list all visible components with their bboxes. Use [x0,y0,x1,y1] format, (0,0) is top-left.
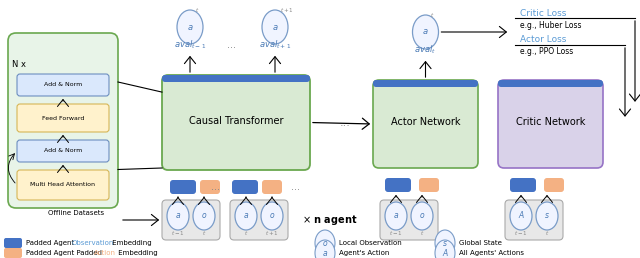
Text: All Agents' Actions: All Agents' Actions [459,250,524,256]
Text: Actor Loss: Actor Loss [520,36,566,44]
Text: Embedding: Embedding [116,250,157,256]
Text: Add & Norm: Add & Norm [44,83,82,87]
Ellipse shape [413,15,438,49]
FancyBboxPatch shape [373,80,478,87]
Text: s: s [545,212,549,221]
FancyBboxPatch shape [17,104,109,132]
Text: s: s [443,238,447,247]
FancyBboxPatch shape [373,80,478,168]
Ellipse shape [262,10,288,44]
FancyBboxPatch shape [4,248,22,258]
FancyBboxPatch shape [8,33,118,208]
Text: Padded Agent: Padded Agent [26,240,77,246]
Text: $\times$ n agent: $\times$ n agent [302,213,358,227]
Text: a: a [176,212,180,221]
Text: Add & Norm: Add & Norm [44,149,82,154]
FancyBboxPatch shape [232,180,258,194]
FancyBboxPatch shape [17,170,109,200]
FancyBboxPatch shape [380,200,438,240]
Text: $aval_{t+1}$: $aval_{t+1}$ [259,39,291,51]
FancyBboxPatch shape [419,178,439,192]
FancyBboxPatch shape [17,140,109,162]
FancyBboxPatch shape [505,200,563,240]
Ellipse shape [235,202,257,230]
FancyBboxPatch shape [162,75,310,170]
Text: A: A [518,212,524,221]
Text: a: a [423,28,428,36]
Text: Critic Network: Critic Network [516,117,585,127]
FancyBboxPatch shape [4,238,22,248]
Ellipse shape [411,202,433,230]
Ellipse shape [536,202,558,230]
Text: o: o [323,238,327,247]
Ellipse shape [177,10,203,44]
Text: ...: ... [211,182,221,192]
Text: a: a [188,22,193,31]
Text: o: o [202,212,206,221]
FancyBboxPatch shape [230,200,288,240]
Text: o: o [269,212,275,221]
Ellipse shape [261,202,283,230]
Text: a: a [244,212,248,221]
Text: $t-1$: $t-1$ [171,229,185,237]
FancyBboxPatch shape [385,178,411,192]
Text: $aval_{t-1}$: $aval_{t-1}$ [174,39,206,51]
Ellipse shape [435,240,455,258]
Text: $t$: $t$ [244,229,248,237]
Text: $t$: $t$ [202,229,206,237]
Text: ...: ... [340,117,351,127]
Text: $t$: $t$ [431,11,435,19]
Text: $aval_{t}$: $aval_{t}$ [415,44,436,56]
Text: e.g., PPO Loss: e.g., PPO Loss [520,47,573,57]
Text: e.g., Huber Loss: e.g., Huber Loss [520,20,582,29]
Ellipse shape [167,202,189,230]
FancyBboxPatch shape [200,180,220,194]
Text: Causal Transformer: Causal Transformer [189,116,284,126]
FancyBboxPatch shape [17,74,109,96]
Text: $t$: $t$ [545,229,549,237]
Text: $t+1$: $t+1$ [265,229,279,237]
Text: $t+1$: $t+1$ [280,6,294,14]
Text: a: a [273,22,278,31]
Text: Offline Datasets: Offline Datasets [48,210,104,216]
Text: Feed Forward: Feed Forward [42,116,84,120]
Text: ...: ... [227,40,237,50]
Text: o: o [420,212,424,221]
Text: Critic Loss: Critic Loss [520,9,566,18]
Ellipse shape [193,202,215,230]
FancyBboxPatch shape [510,178,536,192]
FancyBboxPatch shape [162,200,220,240]
Text: a: a [394,212,398,221]
Text: Embedding: Embedding [110,240,152,246]
Text: $t$: $t$ [420,229,424,237]
Text: Actor Network: Actor Network [391,117,460,127]
FancyBboxPatch shape [262,180,282,194]
Text: Multi Head Attention: Multi Head Attention [31,182,95,188]
Text: Agent's Action: Agent's Action [339,250,389,256]
FancyBboxPatch shape [544,178,564,192]
FancyBboxPatch shape [498,80,603,168]
Text: Local Observation: Local Observation [339,240,402,246]
Ellipse shape [510,202,532,230]
Text: Observation: Observation [72,240,115,246]
Text: A: A [442,248,447,257]
Text: $t-1$: $t-1$ [389,229,403,237]
Text: $t$: $t$ [195,6,199,14]
FancyBboxPatch shape [162,75,310,82]
Text: N x: N x [12,60,26,69]
Text: Padded Agent Padded: Padded Agent Padded [26,250,104,256]
Ellipse shape [315,240,335,258]
Ellipse shape [385,202,407,230]
Ellipse shape [435,230,455,256]
FancyBboxPatch shape [498,80,603,87]
Text: $t-1$: $t-1$ [514,229,528,237]
Text: ...: ... [291,182,300,192]
Text: Global State: Global State [459,240,502,246]
Ellipse shape [315,230,335,256]
Text: Action: Action [94,250,116,256]
Text: a: a [323,248,327,257]
FancyBboxPatch shape [170,180,196,194]
